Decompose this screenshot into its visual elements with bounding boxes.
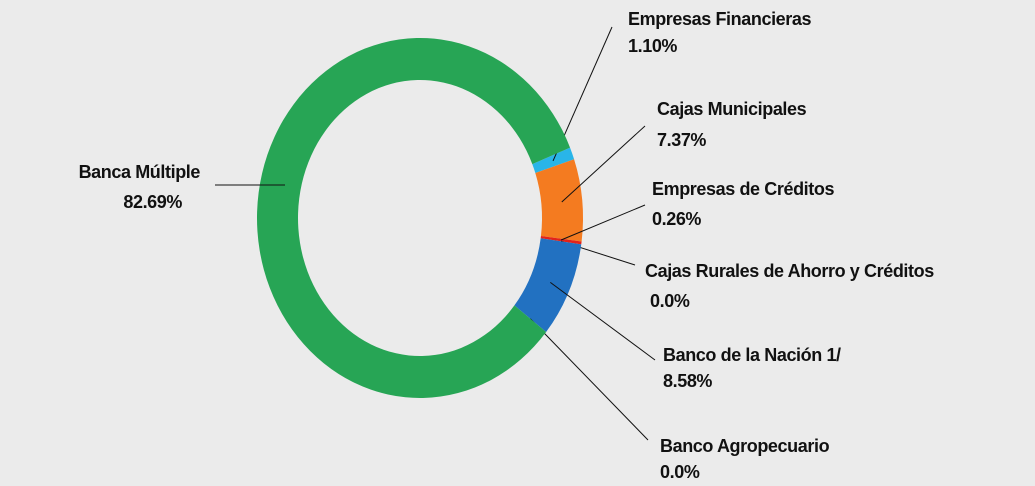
value-label: 1.10% — [628, 36, 677, 56]
value-label: 0.0% — [650, 291, 690, 311]
slice-label: Banco Agropecuario — [660, 436, 830, 456]
leader-line — [529, 318, 649, 441]
slice-label: Cajas Rurales de Ahorro y Créditos — [645, 261, 934, 281]
slice-label: Banca Múltiple — [79, 162, 201, 182]
leader-line — [550, 281, 656, 361]
value-label: 0.0% — [660, 462, 700, 482]
value-label: 7.37% — [657, 130, 706, 150]
donut-slice — [514, 238, 582, 333]
leader-line — [561, 125, 646, 203]
donut-slice — [256, 38, 571, 399]
value-label: 8.58% — [663, 371, 712, 391]
slice-label: Empresas de Créditos — [652, 179, 834, 199]
slice-label: Cajas Municipales — [657, 99, 807, 119]
leader-line — [560, 204, 646, 241]
donut-slice — [535, 159, 583, 242]
slice-label: Banco de la Nación 1/ — [663, 345, 841, 365]
value-label: 82.69% — [123, 192, 182, 212]
donut-slice — [540, 235, 582, 245]
slice-label: Empresas Financieras — [628, 9, 811, 29]
value-label: 0.26% — [652, 209, 701, 229]
